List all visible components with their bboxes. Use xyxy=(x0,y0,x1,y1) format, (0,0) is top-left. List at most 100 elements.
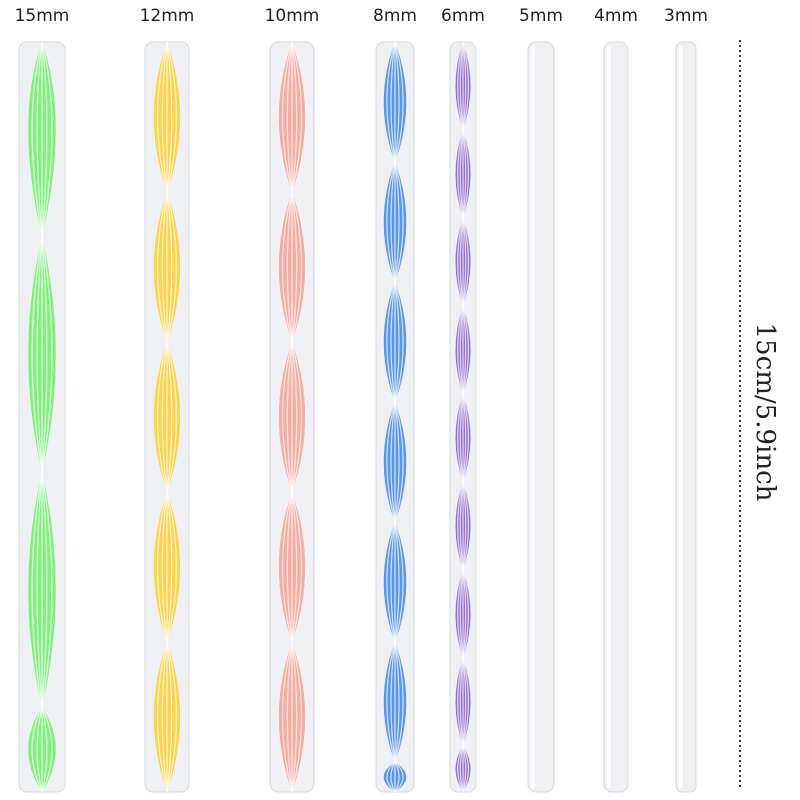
stripe xyxy=(156,491,168,643)
stripe xyxy=(394,281,400,403)
stripe xyxy=(281,191,293,343)
stripe xyxy=(166,41,178,193)
rod-size-label: 4mm xyxy=(594,6,638,26)
stripe xyxy=(41,471,53,708)
stripe xyxy=(462,305,467,395)
stripe xyxy=(166,641,173,793)
rod-size-label: 10mm xyxy=(265,6,320,26)
highlight xyxy=(531,46,535,788)
stripe xyxy=(281,341,293,493)
stripe xyxy=(286,491,293,643)
stripe xyxy=(394,161,400,283)
stripe xyxy=(41,706,48,793)
stripe xyxy=(41,471,48,708)
stripe xyxy=(394,521,404,643)
stripe xyxy=(31,471,43,708)
stripe xyxy=(161,41,168,193)
stripe xyxy=(459,217,464,307)
stripe xyxy=(394,401,404,523)
stripe xyxy=(291,491,303,643)
stripe xyxy=(291,41,298,193)
stripe xyxy=(41,236,48,473)
stripe xyxy=(390,41,396,163)
stripe xyxy=(394,641,400,763)
stripe xyxy=(41,236,53,473)
stripe xyxy=(291,41,303,193)
rod xyxy=(269,41,315,793)
stripe xyxy=(462,393,467,483)
stripe xyxy=(166,491,173,643)
stripe xyxy=(390,521,396,643)
stripe xyxy=(462,481,467,571)
rod-size-label: 5mm xyxy=(519,6,563,26)
stripe xyxy=(390,161,396,283)
rod xyxy=(449,41,477,793)
stripe xyxy=(462,745,467,793)
stripe xyxy=(386,401,396,523)
stripe xyxy=(456,41,464,131)
stripe xyxy=(31,41,43,238)
stripe xyxy=(281,41,293,193)
stripe xyxy=(281,491,293,643)
stripe xyxy=(156,341,168,493)
rod xyxy=(527,41,555,793)
stripe xyxy=(456,657,464,747)
stripe xyxy=(386,41,396,163)
stripe xyxy=(41,41,53,238)
rod xyxy=(144,41,190,793)
stripe xyxy=(456,481,464,571)
stripe xyxy=(281,641,293,793)
stripe xyxy=(456,745,464,793)
stripe xyxy=(166,641,178,793)
rod xyxy=(18,41,66,793)
stripe xyxy=(459,745,464,793)
stripe xyxy=(286,641,293,793)
stripe xyxy=(456,217,464,307)
rod-size-label: 15mm xyxy=(15,6,70,26)
stripe xyxy=(394,281,404,403)
stripe xyxy=(462,41,467,131)
stripe xyxy=(36,471,43,708)
stripe xyxy=(394,401,400,523)
stripe xyxy=(286,191,293,343)
measurement-label: 15cm/5.9inch xyxy=(750,323,780,502)
rod-size-label: 6mm xyxy=(441,6,485,26)
stripe xyxy=(31,236,43,473)
stripe xyxy=(459,657,464,747)
stripe xyxy=(394,761,404,793)
stripe xyxy=(456,305,464,395)
stripe xyxy=(286,41,293,193)
stripe xyxy=(41,706,53,793)
stripe xyxy=(291,341,303,493)
stripe xyxy=(462,481,470,571)
rod-size-label: 12mm xyxy=(140,6,195,26)
stripe xyxy=(41,41,48,238)
stripe xyxy=(462,393,470,483)
stripe xyxy=(166,341,173,493)
stripe xyxy=(156,41,168,193)
stripe xyxy=(291,641,298,793)
stripe xyxy=(36,41,43,238)
stripe xyxy=(459,393,464,483)
stripe xyxy=(166,41,173,193)
stripe xyxy=(459,305,464,395)
stripe xyxy=(462,569,467,659)
stripe xyxy=(459,41,464,131)
stripe xyxy=(394,521,400,643)
stripe xyxy=(459,481,464,571)
stripe xyxy=(386,281,396,403)
stripe xyxy=(386,521,396,643)
stripe xyxy=(156,641,168,793)
stripe xyxy=(390,281,396,403)
stripe xyxy=(394,761,400,793)
highlight xyxy=(607,46,611,788)
stripe xyxy=(459,129,464,219)
stripe xyxy=(456,569,464,659)
rod-size-label: 3mm xyxy=(664,6,708,26)
stripe xyxy=(390,401,396,523)
stripe xyxy=(462,129,470,219)
stripe xyxy=(456,129,464,219)
stripe xyxy=(459,569,464,659)
